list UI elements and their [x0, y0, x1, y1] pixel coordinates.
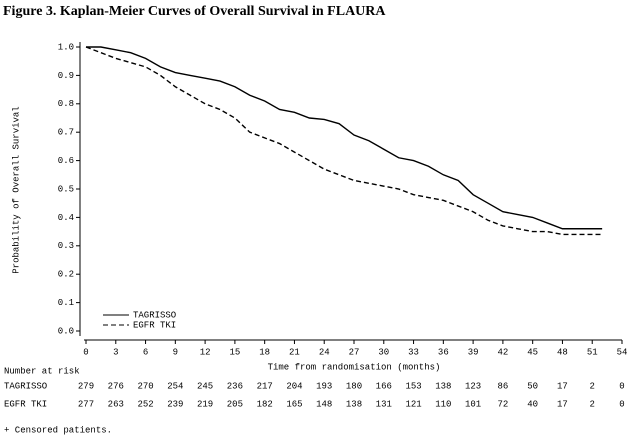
x-tick-label: 54: [617, 347, 628, 357]
x-tick-label: 45: [527, 347, 538, 357]
risk-count: 2: [590, 399, 595, 409]
risk-count: 219: [197, 399, 213, 409]
risk-count: 17: [557, 399, 568, 409]
risk-count: 277: [78, 399, 94, 409]
x-tick-label: 42: [497, 347, 508, 357]
risk-count: 148: [316, 399, 332, 409]
risk-count: 239: [167, 399, 183, 409]
risk-count: 193: [316, 381, 332, 391]
x-tick-label: 12: [200, 347, 211, 357]
y-tick-label: 0.6: [58, 156, 74, 166]
risk-count: 86: [497, 381, 508, 391]
y-tick-label: 0.1: [58, 298, 74, 308]
risk-count: 236: [227, 381, 243, 391]
risk-count: 0: [619, 381, 624, 391]
risk-count: 131: [376, 399, 392, 409]
risk-table-label: Number at risk: [4, 366, 80, 376]
x-tick-label: 3: [113, 347, 118, 357]
x-tick-label: 33: [408, 347, 419, 357]
risk-count: 2: [590, 381, 595, 391]
risk-count: 270: [137, 381, 153, 391]
y-tick-label: 0.8: [58, 99, 74, 109]
risk-count: 110: [435, 399, 451, 409]
risk-count: 204: [286, 381, 302, 391]
risk-count: 263: [108, 399, 124, 409]
y-tick-label: 1.0: [58, 42, 74, 52]
y-axis-label: Probability of Overall Survival: [11, 106, 21, 273]
risk-count: 166: [376, 381, 392, 391]
risk-count: 254: [167, 381, 183, 391]
chart-title: Figure 3. Kaplan-Meier Curves of Overall…: [3, 4, 386, 19]
y-tick-label: 0.7: [58, 128, 74, 138]
x-tick-label: 51: [587, 347, 598, 357]
risk-count: 180: [346, 381, 362, 391]
risk-count: 245: [197, 381, 213, 391]
risk-count: 138: [435, 381, 451, 391]
y-tick-label: 0.2: [58, 270, 74, 280]
x-tick-label: 39: [468, 347, 479, 357]
x-tick-label: 24: [319, 347, 330, 357]
x-tick-label: 36: [438, 347, 449, 357]
y-tick-label: 0.3: [58, 241, 74, 251]
legend-label: EGFR TKI: [133, 320, 176, 330]
x-tick-label: 21: [289, 347, 300, 357]
x-tick-label: 0: [83, 347, 88, 357]
survival-curve: [86, 46, 603, 230]
y-tick-label: 0.4: [58, 213, 74, 223]
x-tick-label: 30: [378, 347, 389, 357]
y-tick-label: 0.0: [58, 326, 74, 336]
risk-count: 276: [108, 381, 124, 391]
survival-curve: [85, 46, 603, 236]
legend-label: TAGRISSO: [133, 310, 176, 320]
risk-count: 153: [405, 381, 421, 391]
risk-count: 182: [257, 399, 273, 409]
x-tick-label: 15: [229, 347, 240, 357]
y-tick-label: 0.9: [58, 71, 74, 81]
risk-count: 205: [227, 399, 243, 409]
risk-row-label: TAGRISSO: [4, 381, 47, 391]
footnote: + Censored patients.: [4, 425, 112, 435]
risk-count: 165: [286, 399, 302, 409]
x-tick-label: 6: [143, 347, 148, 357]
risk-count: 50: [527, 381, 538, 391]
risk-count: 72: [497, 399, 508, 409]
risk-count: 279: [78, 381, 94, 391]
risk-count: 40: [527, 399, 538, 409]
risk-count: 123: [465, 381, 481, 391]
risk-count: 101: [465, 399, 481, 409]
risk-count: 217: [257, 381, 273, 391]
risk-row-label: EGFR TKI: [4, 399, 47, 409]
risk-count: 17: [557, 381, 568, 391]
y-tick-label: 0.5: [58, 184, 74, 194]
x-axis-label: Time from randomisation (months): [268, 362, 441, 372]
risk-count: 121: [405, 399, 421, 409]
x-tick-label: 18: [259, 347, 270, 357]
x-tick-label: 9: [173, 347, 178, 357]
x-tick-label: 27: [349, 347, 360, 357]
risk-count: 138: [346, 399, 362, 409]
x-tick-label: 48: [557, 347, 568, 357]
risk-count: 252: [137, 399, 153, 409]
risk-count: 0: [619, 399, 624, 409]
